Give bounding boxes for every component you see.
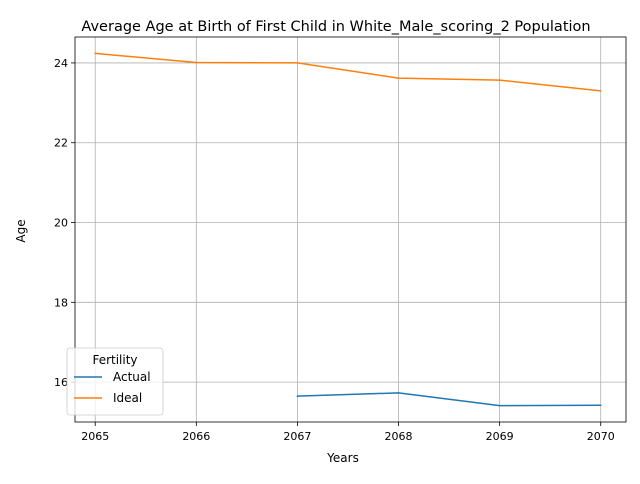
x-tick-label: 2067 <box>283 430 311 443</box>
data-point-actual <box>296 395 299 397</box>
x-tick-label: 2068 <box>385 430 413 443</box>
data-point-ideal <box>94 52 97 55</box>
data-point-actual <box>397 392 400 394</box>
y-tick-label: 24 <box>54 57 68 70</box>
series-line-actual <box>297 392 601 407</box>
x-tick-label: 2065 <box>81 430 109 443</box>
data-point-actual <box>599 404 602 407</box>
data-point-ideal <box>195 61 198 64</box>
plot-frame <box>74 36 627 423</box>
y-tick-label: 16 <box>54 376 68 389</box>
data-point-ideal <box>296 62 299 64</box>
data-point-ideal <box>397 77 400 79</box>
data-point-actual <box>498 404 501 407</box>
data-point-ideal <box>599 90 602 92</box>
x-tick-label: 2069 <box>486 430 514 443</box>
data-point-ideal <box>498 79 501 81</box>
x-tick-label: 2070 <box>587 430 615 443</box>
grid <box>75 37 626 422</box>
legend-label: Actual <box>113 370 151 384</box>
legend: Fertility Actual Ideal <box>66 347 164 416</box>
series-lines <box>94 52 602 407</box>
axis-ticks: 2065 2066 2067 2068 2069 2070 16 18 20 22 24 <box>54 57 615 443</box>
legend-entries: Actual Ideal <box>74 370 151 405</box>
y-tick-label: 22 <box>54 137 68 150</box>
y-axis-label: Age <box>14 219 28 242</box>
series-line-ideal <box>95 52 601 92</box>
legend-label: Ideal <box>113 391 142 405</box>
x-axis-label: Years <box>326 451 359 465</box>
chart-title: Average Age at Birth of First Child in W… <box>81 19 590 35</box>
legend-title: Fertility <box>92 353 137 367</box>
x-tick-label: 2066 <box>182 430 210 443</box>
y-tick-label: 20 <box>54 217 68 230</box>
y-tick-label: 18 <box>54 296 68 309</box>
